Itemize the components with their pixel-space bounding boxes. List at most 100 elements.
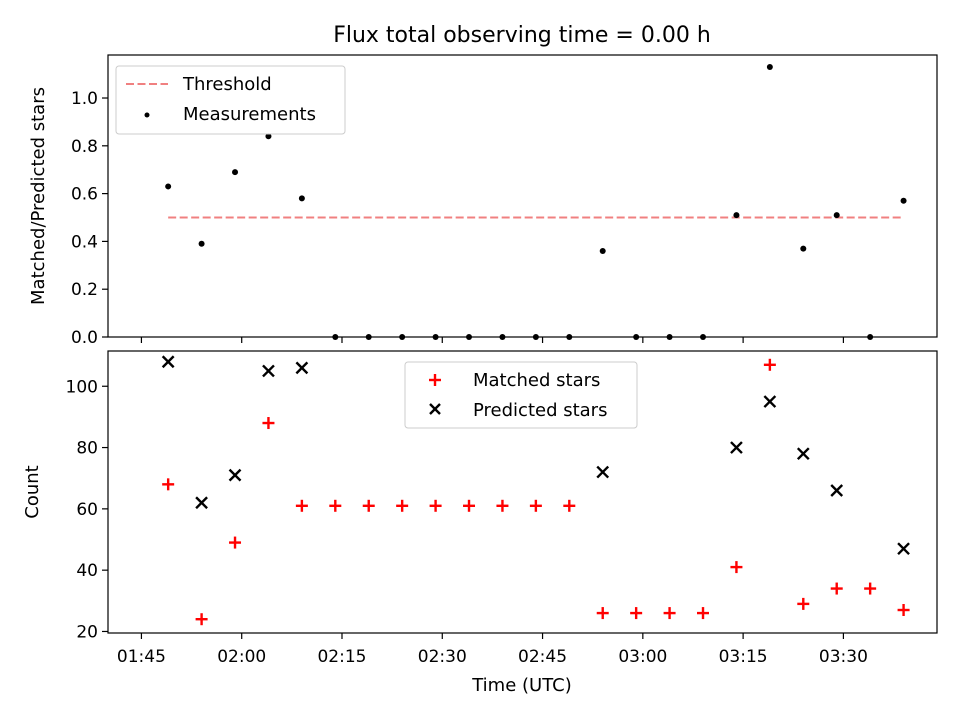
matched-stars-marker (730, 561, 743, 574)
x-tick-label: 02:45 (518, 647, 567, 667)
measurement-point (700, 334, 707, 340)
predicted-stars-marker (195, 496, 208, 510)
predicted-stars-marker (763, 395, 777, 408)
top-y-tick-label: 0.8 (71, 137, 98, 157)
bottom-legend-label-predicted: Predicted stars (473, 400, 607, 421)
measurement-point (466, 334, 473, 340)
measurement-point (198, 240, 205, 247)
top-y-axis: 0.0 0.2 0.4 0.6 0.8 1.0 (71, 89, 108, 348)
top-legend-label-measurements: Measurements (183, 104, 316, 125)
measurement-point (633, 334, 640, 340)
matched-stars-marker (529, 499, 542, 512)
matched-stars-marker (830, 582, 843, 595)
predicted-stars-marker (830, 484, 844, 497)
matched-stars-marker (663, 607, 676, 620)
predicted-stars-marker (730, 441, 743, 454)
bottom-y-tick-label: 80 (76, 439, 98, 459)
x-tick-label: 03:30 (819, 647, 868, 667)
x-tick-label: 03:15 (719, 647, 768, 667)
x-tick-label: 03:00 (618, 647, 667, 667)
predicted-stars-marker (262, 364, 275, 378)
matched-stars-marker (697, 607, 710, 620)
predicted-stars-marker (161, 355, 175, 369)
top-plot-area (165, 63, 907, 340)
top-y-tick-label: 1.0 (71, 89, 98, 109)
bottom-x-axis: 01:45 02:00 02:15 02:30 02:45 03:00 03:15 03:30 (117, 633, 868, 667)
matched-stars-marker (229, 536, 242, 549)
top-legend-label-threshold: Threshold (182, 74, 272, 95)
top-legend: Threshold Measurements (115, 65, 346, 135)
top-legend-frame (115, 65, 346, 135)
matched-stars-marker (396, 499, 409, 512)
bottom-legend-frame (404, 361, 638, 429)
measurement-point (900, 197, 907, 204)
measurement-point (566, 334, 573, 340)
matched-stars-marker (362, 499, 375, 512)
top-plot-frame (107, 54, 938, 338)
top-x-ticks (140, 337, 845, 343)
measurement-point (599, 247, 606, 254)
measurement-point (432, 334, 439, 340)
measurement-point (365, 334, 372, 340)
x-tick-label: 02:30 (418, 647, 467, 667)
matched-stars-marker (630, 607, 643, 620)
measurement-point (232, 169, 239, 176)
measurement-point (733, 212, 740, 219)
bottom-y-tick-label: 60 (76, 500, 98, 520)
matched-stars-marker (429, 499, 442, 512)
x-axis-label: Time (UTC) (471, 675, 572, 696)
matched-stars-marker (329, 499, 342, 512)
predicted-stars-marker (796, 447, 810, 461)
matched-stars-marker (596, 607, 609, 620)
matched-stars-marker (463, 499, 476, 512)
measurement-point (766, 63, 773, 70)
predicted-stars-marker (228, 468, 242, 482)
measurement-point (332, 334, 339, 340)
bottom-y-tick-label: 20 (76, 622, 98, 642)
measurement-point (833, 212, 840, 219)
top-y-tick-label: 0.4 (71, 232, 98, 252)
predicted-stars-marker (295, 361, 309, 375)
x-tick-label: 01:45 (117, 647, 166, 667)
matched-stars-marker (763, 358, 776, 371)
top-y-axis-label: Matched/Predicted stars (28, 87, 49, 305)
measurement-point (867, 334, 874, 340)
measurement-point (165, 183, 172, 190)
bottom-legend: Matched stars Predicted stars (404, 361, 638, 429)
x-tick-label: 02:15 (317, 647, 366, 667)
bottom-plot-area (161, 355, 910, 626)
bottom-y-axis-label: Count (22, 465, 43, 518)
bottom-legend-label-matched: Matched stars (473, 370, 600, 391)
matched-stars-marker (563, 499, 576, 512)
top-y-tick-label: 0.2 (71, 280, 98, 300)
matched-stars-marker (162, 478, 175, 491)
matched-stars-marker (897, 604, 910, 617)
bottom-plot-frame (107, 350, 938, 634)
measurement-point (532, 334, 539, 340)
matched-stars-marker (496, 499, 509, 512)
bottom-y-tick-label: 40 (76, 561, 98, 581)
x-tick-label: 02:00 (217, 647, 266, 667)
measurements-legend-icon (144, 112, 150, 118)
top-y-tick-label: 0.0 (71, 328, 98, 348)
measurement-point (499, 334, 506, 340)
measurement-point (298, 195, 305, 202)
matched-stars-marker (262, 417, 275, 430)
bottom-y-tick-label: 100 (66, 377, 98, 397)
bottom-y-axis: 20 40 60 80 100 (66, 377, 108, 642)
top-panel: 0.0 0.2 0.4 0.6 0.8 1.0 Matched/Predicted sta… (28, 54, 938, 348)
matched-stars-legend-icon (429, 374, 441, 386)
measurement-point (265, 133, 272, 140)
predicted-stars-marker (596, 465, 610, 479)
predicted-stars-marker (897, 542, 910, 556)
matched-stars-marker (797, 597, 810, 610)
predicted-stars-legend-icon (429, 403, 441, 415)
measurement-point (800, 245, 807, 252)
matched-stars-marker (864, 582, 877, 595)
top-y-tick-label: 0.6 (71, 185, 98, 205)
measurement-point (399, 334, 406, 340)
bottom-panel: 20 40 60 80 100 01:45 02:00 02:15 02:30 02:45 03:… (22, 350, 938, 696)
figure-title: Flux total observing time = 0.00 h (333, 23, 711, 48)
matched-stars-marker (195, 613, 208, 626)
